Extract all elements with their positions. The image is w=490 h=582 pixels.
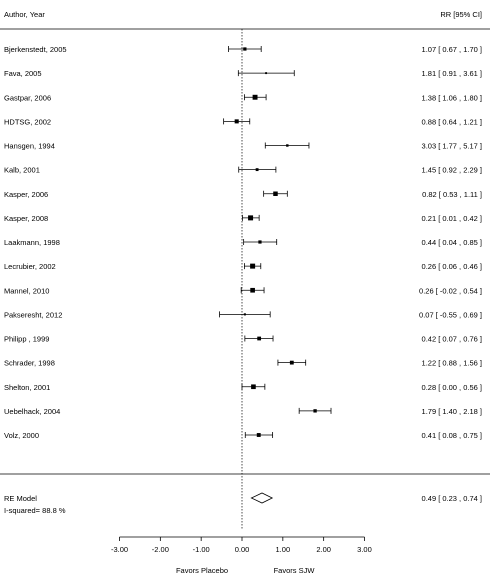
study-label: Philipp , 1999 xyxy=(4,335,49,344)
study-label: Kasper, 2006 xyxy=(4,190,48,199)
ci-value: 0.42 [ 0.07 , 0.76 ] xyxy=(422,335,482,344)
point-estimate xyxy=(248,215,254,221)
point-estimate xyxy=(313,409,317,413)
point-estimate xyxy=(250,287,255,293)
study-row: Kasper, 2008 0.21 [ 0.01 , 0.42 ] xyxy=(4,214,482,223)
study-row: Kalb, 2001 1.45 [ 0.92 , 2.29 ] xyxy=(4,166,482,175)
x-tick-label: 2.00 xyxy=(316,545,331,554)
ci-value: 1.38 [ 1.06 , 1.80 ] xyxy=(422,93,482,102)
study-row: Philipp , 1999 0.42 [ 0.07 , 0.76 ] xyxy=(4,335,482,344)
study-label: Fava, 2005 xyxy=(4,69,42,78)
study-row: Uebelhack, 2004 1.79 [ 1.40 , 2.18 ] xyxy=(4,407,482,416)
summary-row: RE Model I-squared= 88.8 % 0.49 [ 0.23 , 0… xyxy=(4,492,482,515)
ci-value: 1.45 [ 0.92 , 2.29 ] xyxy=(422,166,482,175)
study-row: Laakmann, 1998 0.44 [ 0.04 , 0.85 ] xyxy=(4,238,482,247)
point-estimate xyxy=(255,168,259,172)
point-estimate xyxy=(289,360,294,365)
study-label: Shelton, 2001 xyxy=(4,383,50,392)
study-row: Hansgen, 1994 3.03 [ 1.77 , 5.17 ] xyxy=(4,142,482,151)
summary-ci-value: 0.49 [ 0.23 , 0.74 ] xyxy=(422,494,482,503)
point-estimate xyxy=(258,240,262,244)
summary-diamond xyxy=(250,492,274,504)
study-row: HDTSG, 2002 0.88 [ 0.64 , 1.21 ] xyxy=(4,117,482,126)
ci-value: 3.03 [ 1.77 , 5.17 ] xyxy=(422,142,482,151)
favors-left-label: Favors Placebo xyxy=(176,566,228,575)
study-label: Hansgen, 1994 xyxy=(4,142,55,151)
study-row: Fava, 2005 1.81 [ 0.91 , 3.61 ] xyxy=(4,69,482,78)
x-tick-label: -3.00 xyxy=(111,545,128,554)
study-label: Kalb, 2001 xyxy=(4,166,40,175)
point-estimate xyxy=(250,263,256,269)
heterogeneity-label: I-squared= 88.8 % xyxy=(4,506,66,515)
ci-value: 1.07 [ 0.67 , 1.70 ] xyxy=(422,45,482,54)
study-label: Pakseresht, 2012 xyxy=(4,310,62,319)
point-estimate xyxy=(265,72,268,75)
study-label: Volz, 2000 xyxy=(4,431,39,440)
ci-value: 0.82 [ 0.53 , 1.11 ] xyxy=(422,190,482,199)
ci-value: 0.21 [ 0.01 , 0.42 ] xyxy=(422,214,482,223)
header-rr-ci: RR [95% CI] xyxy=(440,10,482,19)
study-rows: Bjerkenstedt, 2005 1.07 [ 0.67 , 1.70 ] Fa… xyxy=(4,45,482,440)
study-row: Schrader, 1998 1.22 [ 0.88 , 1.56 ] xyxy=(4,359,482,368)
study-label: Kasper, 2008 xyxy=(4,214,48,223)
favors-right-label: Favors SJW xyxy=(274,566,316,575)
study-row: Volz, 2000 0.41 [ 0.08 , 0.75 ] xyxy=(4,431,482,440)
point-estimate xyxy=(273,191,278,196)
ci-value: 0.88 [ 0.64 , 1.21 ] xyxy=(422,117,482,126)
point-estimate xyxy=(251,384,256,390)
summary-label: RE Model xyxy=(4,494,37,503)
x-tick-label: 3.00 xyxy=(357,545,372,554)
ci-value: 0.41 [ 0.08 , 0.75 ] xyxy=(422,431,482,440)
ci-value: 1.79 [ 1.40 , 2.18 ] xyxy=(422,407,482,416)
point-estimate xyxy=(286,144,289,147)
ci-value: 0.28 [ 0.00 , 0.56 ] xyxy=(422,383,482,392)
point-estimate xyxy=(256,433,261,437)
study-row: Shelton, 2001 0.28 [ 0.00 , 0.56 ] xyxy=(4,383,482,392)
point-estimate xyxy=(257,336,262,341)
study-label: Uebelhack, 2004 xyxy=(4,407,60,416)
ci-value: 1.81 [ 0.91 , 3.61 ] xyxy=(422,69,482,78)
study-label: Schrader, 1998 xyxy=(4,359,55,368)
header-author-year: Author, Year xyxy=(4,10,45,19)
study-label: Gastpar, 2006 xyxy=(4,93,51,102)
study-row: Mannel, 2010 0.26 [ -0.02 , 0.54 ] xyxy=(4,286,482,295)
study-row: Gastpar, 2006 1.38 [ 1.06 , 1.80 ] xyxy=(4,93,482,102)
point-estimate xyxy=(252,94,258,100)
study-row: Kasper, 2006 0.82 [ 0.53 , 1.11 ] xyxy=(4,190,482,199)
ci-value: 0.07 [ -0.55 , 0.69 ] xyxy=(419,310,482,319)
x-tick-label: -1.00 xyxy=(193,545,210,554)
x-tick-label: 0.00 xyxy=(235,545,250,554)
study-row: Pakseresht, 2012 0.07 [ -0.55 , 0.69 ] xyxy=(4,310,482,319)
x-tick-label: -2.00 xyxy=(152,545,169,554)
point-estimate xyxy=(243,47,247,51)
ci-value: 0.44 [ 0.04 , 0.85 ] xyxy=(422,238,482,247)
study-row: Bjerkenstedt, 2005 1.07 [ 0.67 , 1.70 ] xyxy=(4,45,482,54)
x-tick-label: 1.00 xyxy=(276,545,291,554)
x-axis: -3.00 -2.00 -1.00 0.00 1.00 2.00 3.00 xyxy=(111,536,372,554)
ci-value: 0.26 [ -0.02 , 0.54 ] xyxy=(419,286,482,295)
ci-value: 0.26 [ 0.06 , 0.46 ] xyxy=(422,262,482,271)
study-label: Lecrubier, 2002 xyxy=(4,262,56,271)
point-estimate xyxy=(234,119,239,124)
point-estimate xyxy=(243,313,246,316)
study-label: Mannel, 2010 xyxy=(4,286,49,295)
study-row: Lecrubier, 2002 0.26 [ 0.06 , 0.46 ] xyxy=(4,262,482,271)
study-label: HDTSG, 2002 xyxy=(4,117,51,126)
study-label: Bjerkenstedt, 2005 xyxy=(4,45,67,54)
study-label: Laakmann, 1998 xyxy=(4,238,60,247)
ci-value: 1.22 [ 0.88 , 1.56 ] xyxy=(422,359,482,368)
